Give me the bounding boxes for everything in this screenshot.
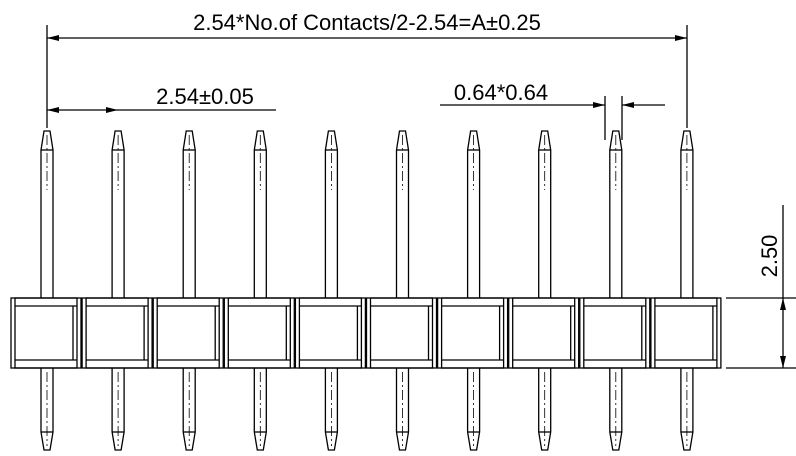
pin-size-dimension: 0.64*0.64 [454,80,548,105]
pitch-dimension: 2.54±0.05 [156,84,254,109]
housing [365,297,438,369]
housing [223,297,295,369]
pin-lower [324,368,339,451]
pin-lower [253,368,267,451]
pin-lower [182,368,196,451]
pin-lower [538,368,552,451]
pins [10,130,722,451]
housing-inner [369,297,434,369]
overall-dimension: 2.54*No.of Contacts/2-2.54=A±0.25 [193,10,541,35]
pin-upper [609,130,623,298]
housing-inner [583,297,647,369]
housing [294,297,367,369]
housing-inner [440,297,505,369]
pin-upper [324,130,339,298]
pin-upper [111,130,125,298]
pin-upper [253,130,267,298]
pin-upper [395,130,410,298]
pin-upper [680,130,694,298]
housing-inner [156,297,220,369]
housing-inner [85,297,149,369]
housing [152,297,224,369]
pin-lower [466,368,481,451]
housing-inner [227,297,291,369]
housing [81,297,153,369]
pin-upper [40,130,54,298]
housing-inner [512,297,576,369]
pin-lower [40,368,54,451]
pin-lower [111,368,125,451]
pin-upper [466,130,481,298]
pin-upper [182,130,196,298]
pin-lower [680,368,694,451]
housing [10,297,82,369]
housing-inner [298,297,363,369]
pin-lower [395,368,410,451]
housing [579,297,651,369]
housing-inner [14,297,78,369]
housing-inner [654,297,718,369]
housing [436,297,509,369]
pin-lower [609,368,623,451]
pin-upper [538,130,552,298]
housing [508,297,580,369]
housing [650,297,722,369]
height-dimension: 2.50 [757,235,782,278]
